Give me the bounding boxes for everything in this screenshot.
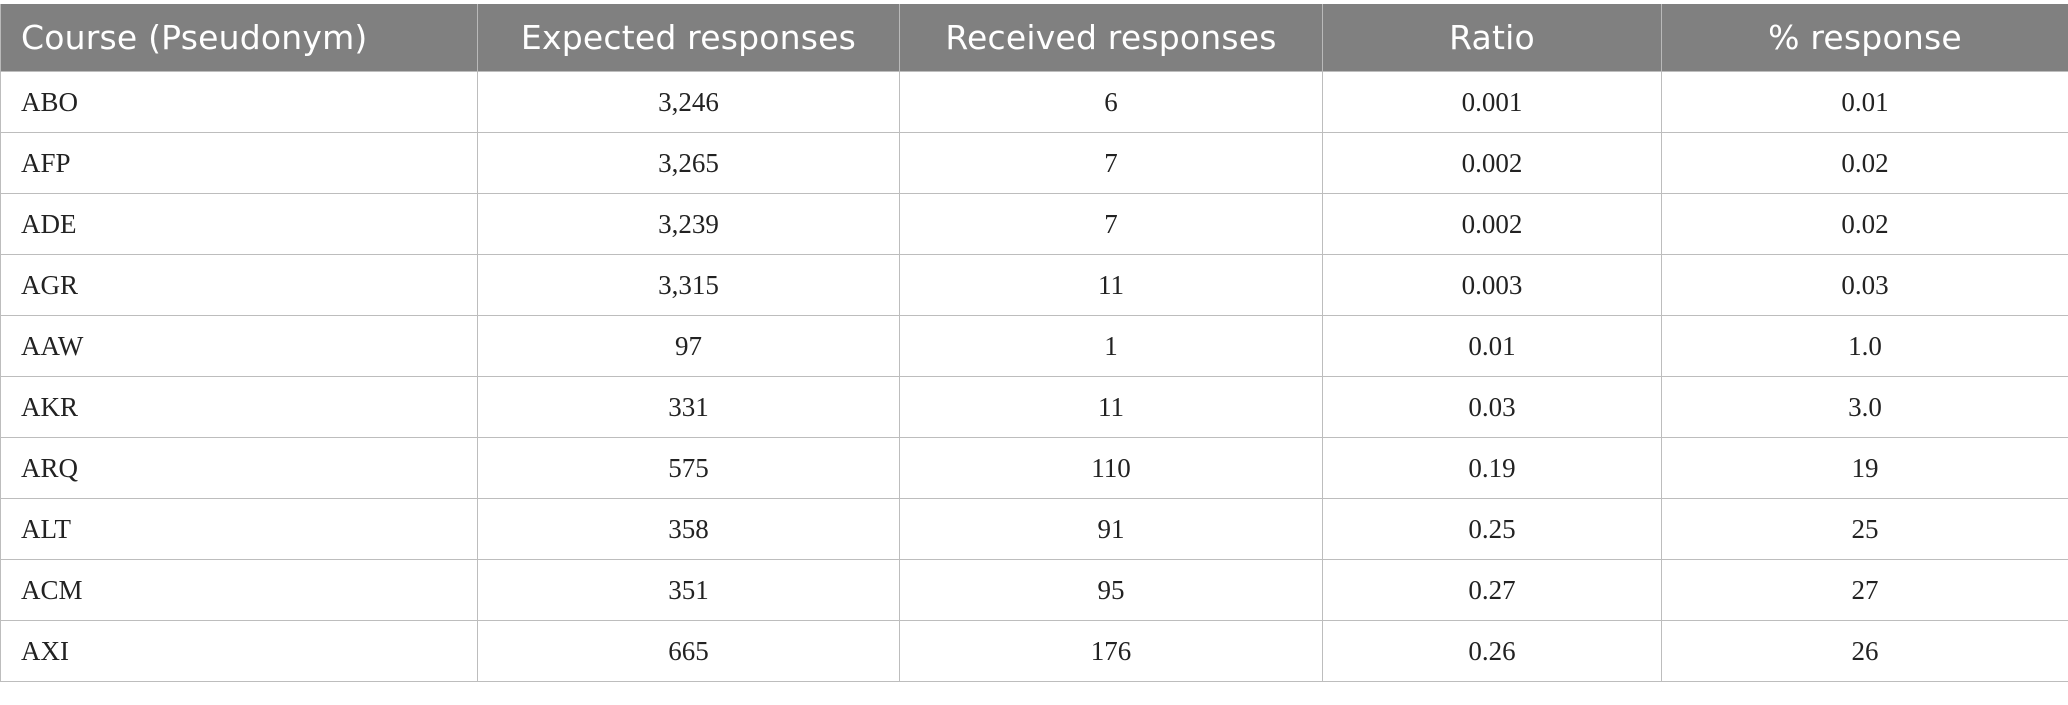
table-row: AKR 331 11 0.03 3.0 — [0, 376, 2068, 438]
cell-percent: 19 — [1661, 437, 2068, 499]
cell-course: AXI — [0, 620, 478, 682]
header-row: Course (Pseudonym) Expected responses Re… — [0, 4, 2068, 72]
response-table: Course (Pseudonym) Expected responses Re… — [0, 4, 2068, 682]
cell-course: AKR — [0, 376, 478, 438]
table-header: Course (Pseudonym) Expected responses Re… — [0, 4, 2068, 72]
cell-ratio: 0.25 — [1322, 498, 1662, 560]
table-row: AXI 665 176 0.26 26 — [0, 620, 2068, 682]
cell-expected: 665 — [477, 620, 900, 682]
table-row: AAW 97 1 0.01 1.0 — [0, 315, 2068, 377]
cell-ratio: 0.002 — [1322, 193, 1662, 255]
cell-course: ARQ — [0, 437, 478, 499]
cell-ratio: 0.19 — [1322, 437, 1662, 499]
cell-ratio: 0.002 — [1322, 132, 1662, 194]
cell-percent: 26 — [1661, 620, 2068, 682]
table-row: ABO 3,246 6 0.001 0.01 — [0, 71, 2068, 133]
table-row: ALT 358 91 0.25 25 — [0, 498, 2068, 560]
table-row: ADE 3,239 7 0.002 0.02 — [0, 193, 2068, 255]
header-course: Course (Pseudonym) — [0, 4, 478, 72]
header-percent-response: % response — [1661, 4, 2068, 72]
cell-received: 11 — [899, 254, 1323, 316]
cell-received: 176 — [899, 620, 1323, 682]
cell-ratio: 0.003 — [1322, 254, 1662, 316]
cell-expected: 358 — [477, 498, 900, 560]
cell-course: ALT — [0, 498, 478, 560]
cell-expected: 3,239 — [477, 193, 900, 255]
table-row: AFP 3,265 7 0.002 0.02 — [0, 132, 2068, 194]
table-row: ARQ 575 110 0.19 19 — [0, 437, 2068, 499]
cell-expected: 3,315 — [477, 254, 900, 316]
cell-course: AFP — [0, 132, 478, 194]
cell-received: 95 — [899, 559, 1323, 621]
cell-expected: 331 — [477, 376, 900, 438]
cell-expected: 3,265 — [477, 132, 900, 194]
cell-ratio: 0.26 — [1322, 620, 1662, 682]
header-ratio: Ratio — [1322, 4, 1662, 72]
cell-received: 91 — [899, 498, 1323, 560]
cell-received: 1 — [899, 315, 1323, 377]
cell-percent: 0.02 — [1661, 193, 2068, 255]
cell-expected: 3,246 — [477, 71, 900, 133]
cell-percent: 27 — [1661, 559, 2068, 621]
cell-course: AAW — [0, 315, 478, 377]
cell-expected: 351 — [477, 559, 900, 621]
cell-percent: 25 — [1661, 498, 2068, 560]
cell-course: ABO — [0, 71, 478, 133]
cell-course: ACM — [0, 559, 478, 621]
cell-percent: 3.0 — [1661, 376, 2068, 438]
cell-expected: 575 — [477, 437, 900, 499]
cell-received: 6 — [899, 71, 1323, 133]
table-body: ABO 3,246 6 0.001 0.01 AFP 3,265 7 0.002… — [0, 71, 2068, 682]
cell-percent: 0.01 — [1661, 71, 2068, 133]
cell-ratio: 0.03 — [1322, 376, 1662, 438]
cell-expected: 97 — [477, 315, 900, 377]
cell-ratio: 0.001 — [1322, 71, 1662, 133]
table-row: ACM 351 95 0.27 27 — [0, 559, 2068, 621]
response-table-container: Course (Pseudonym) Expected responses Re… — [0, 4, 2068, 682]
cell-received: 110 — [899, 437, 1323, 499]
cell-ratio: 0.01 — [1322, 315, 1662, 377]
cell-percent: 0.02 — [1661, 132, 2068, 194]
header-received-responses: Received responses — [899, 4, 1323, 72]
cell-received: 7 — [899, 193, 1323, 255]
cell-course: ADE — [0, 193, 478, 255]
table-row: AGR 3,315 11 0.003 0.03 — [0, 254, 2068, 316]
cell-ratio: 0.27 — [1322, 559, 1662, 621]
header-expected-responses: Expected responses — [477, 4, 900, 72]
cell-percent: 1.0 — [1661, 315, 2068, 377]
cell-received: 7 — [899, 132, 1323, 194]
cell-percent: 0.03 — [1661, 254, 2068, 316]
cell-received: 11 — [899, 376, 1323, 438]
cell-course: AGR — [0, 254, 478, 316]
